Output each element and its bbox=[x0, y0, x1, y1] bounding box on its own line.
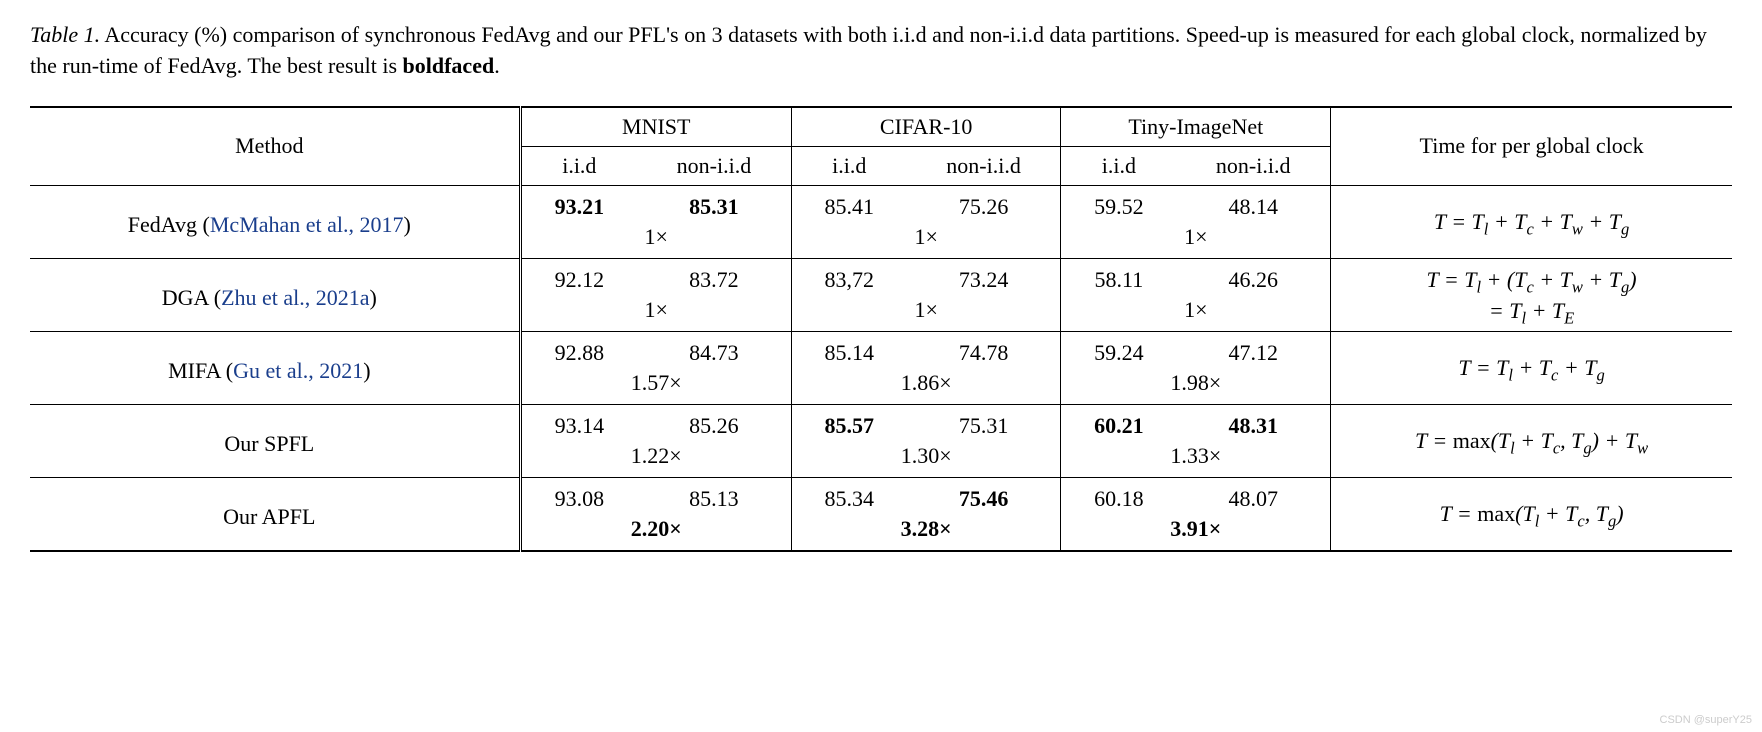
value-cell: 75.46 bbox=[907, 477, 1061, 514]
speedup-cell: 3.28× bbox=[791, 514, 1061, 551]
table-row: MIFA (Gu et al., 2021)92.8884.7385.1474.… bbox=[30, 331, 1732, 368]
value-cell: 58.11 bbox=[1061, 258, 1176, 295]
table-body: FedAvg (McMahan et al., 2017)93.2185.318… bbox=[30, 185, 1732, 551]
citation: McMahan et al., 2017 bbox=[210, 212, 404, 237]
header-sub: non-i.i.d bbox=[907, 146, 1061, 185]
speedup-cell: 3.91× bbox=[1061, 514, 1331, 551]
speedup-cell: 1× bbox=[520, 222, 791, 259]
speedup-cell: 2.20× bbox=[520, 514, 791, 551]
citation: Zhu et al., 2021a bbox=[221, 285, 369, 310]
value-cell: 59.24 bbox=[1061, 331, 1176, 368]
caption-bold: boldfaced bbox=[403, 53, 495, 78]
value-cell: 93.08 bbox=[520, 477, 637, 514]
value-cell: 46.26 bbox=[1176, 258, 1330, 295]
method-cell: Our APFL bbox=[30, 477, 520, 551]
value-cell: 75.26 bbox=[907, 185, 1061, 222]
value-cell: 83.72 bbox=[637, 258, 791, 295]
value-cell: 92.12 bbox=[520, 258, 637, 295]
speedup-cell: 1× bbox=[1061, 295, 1331, 332]
value-cell: 48.14 bbox=[1176, 185, 1330, 222]
value-cell: 48.07 bbox=[1176, 477, 1330, 514]
value-cell: 84.73 bbox=[637, 331, 791, 368]
table-row: DGA (Zhu et al., 2021a)92.1283.7283,7273… bbox=[30, 258, 1732, 295]
method-cell: DGA (Zhu et al., 2021a) bbox=[30, 258, 520, 331]
value-cell: 92.88 bbox=[520, 331, 637, 368]
value-cell: 47.12 bbox=[1176, 331, 1330, 368]
speedup-cell: 1.33× bbox=[1061, 441, 1331, 478]
citation: Gu et al., 2021 bbox=[233, 358, 363, 383]
header-sub: non-i.i.d bbox=[1176, 146, 1330, 185]
header-time: Time for per global clock bbox=[1331, 107, 1732, 186]
value-cell: 85.34 bbox=[791, 477, 906, 514]
speedup-cell: 1.57× bbox=[520, 368, 791, 405]
table-caption: Table 1. Accuracy (%) comparison of sync… bbox=[30, 20, 1732, 82]
formula-cell: T = Tl + Tc + Tw + Tg bbox=[1331, 185, 1732, 258]
method-cell: FedAvg (McMahan et al., 2017) bbox=[30, 185, 520, 258]
value-cell: 85.26 bbox=[637, 404, 791, 441]
header-dataset-2: Tiny-ImageNet bbox=[1061, 107, 1331, 147]
value-cell: 74.78 bbox=[907, 331, 1061, 368]
value-cell: 85.31 bbox=[637, 185, 791, 222]
speedup-cell: 1× bbox=[791, 295, 1061, 332]
header-sub: i.i.d bbox=[520, 146, 637, 185]
value-cell: 85.13 bbox=[637, 477, 791, 514]
value-cell: 60.18 bbox=[1061, 477, 1176, 514]
caption-text-2: . bbox=[494, 53, 500, 78]
header-sub: i.i.d bbox=[1061, 146, 1176, 185]
speedup-cell: 1× bbox=[520, 295, 791, 332]
value-cell: 59.52 bbox=[1061, 185, 1176, 222]
table-row: Our SPFL93.1485.2685.5775.3160.2148.31T … bbox=[30, 404, 1732, 441]
method-cell: Our SPFL bbox=[30, 404, 520, 477]
speedup-cell: 1.86× bbox=[791, 368, 1061, 405]
value-cell: 85.14 bbox=[791, 331, 906, 368]
speedup-cell: 1.98× bbox=[1061, 368, 1331, 405]
formula-cell: T = max(Tl + Tc, Tg) + Tw bbox=[1331, 404, 1732, 477]
formula-cell: T = Tl + (Tc + Tw + Tg)= Tl + TE bbox=[1331, 258, 1732, 331]
speedup-cell: 1.22× bbox=[520, 441, 791, 478]
watermark: CSDN @superY25 bbox=[1660, 714, 1752, 726]
caption-label: Table 1. bbox=[30, 22, 100, 47]
value-cell: 48.31 bbox=[1176, 404, 1330, 441]
header-dataset-1: CIFAR-10 bbox=[791, 107, 1061, 147]
value-cell: 93.14 bbox=[520, 404, 637, 441]
value-cell: 93.21 bbox=[520, 185, 637, 222]
value-cell: 73.24 bbox=[907, 258, 1061, 295]
table-row: FedAvg (McMahan et al., 2017)93.2185.318… bbox=[30, 185, 1732, 222]
value-cell: 85.57 bbox=[791, 404, 906, 441]
speedup-cell: 1× bbox=[1061, 222, 1331, 259]
table-row: Our APFL93.0885.1385.3475.4660.1848.07T … bbox=[30, 477, 1732, 514]
formula-cell: T = Tl + Tc + Tg bbox=[1331, 331, 1732, 404]
speedup-cell: 1× bbox=[791, 222, 1061, 259]
header-sub: i.i.d bbox=[791, 146, 906, 185]
header-dataset-0: MNIST bbox=[520, 107, 791, 147]
value-cell: 75.31 bbox=[907, 404, 1061, 441]
method-cell: MIFA (Gu et al., 2021) bbox=[30, 331, 520, 404]
header-sub: non-i.i.d bbox=[637, 146, 791, 185]
value-cell: 85.41 bbox=[791, 185, 906, 222]
formula-cell: T = max(Tl + Tc, Tg) bbox=[1331, 477, 1732, 551]
results-table: Method MNIST CIFAR-10 Tiny-ImageNet Time… bbox=[30, 106, 1732, 552]
speedup-cell: 1.30× bbox=[791, 441, 1061, 478]
header-method: Method bbox=[30, 107, 520, 186]
value-cell: 83,72 bbox=[791, 258, 906, 295]
value-cell: 60.21 bbox=[1061, 404, 1176, 441]
caption-text-1: Accuracy (%) comparison of synchronous F… bbox=[30, 22, 1707, 78]
